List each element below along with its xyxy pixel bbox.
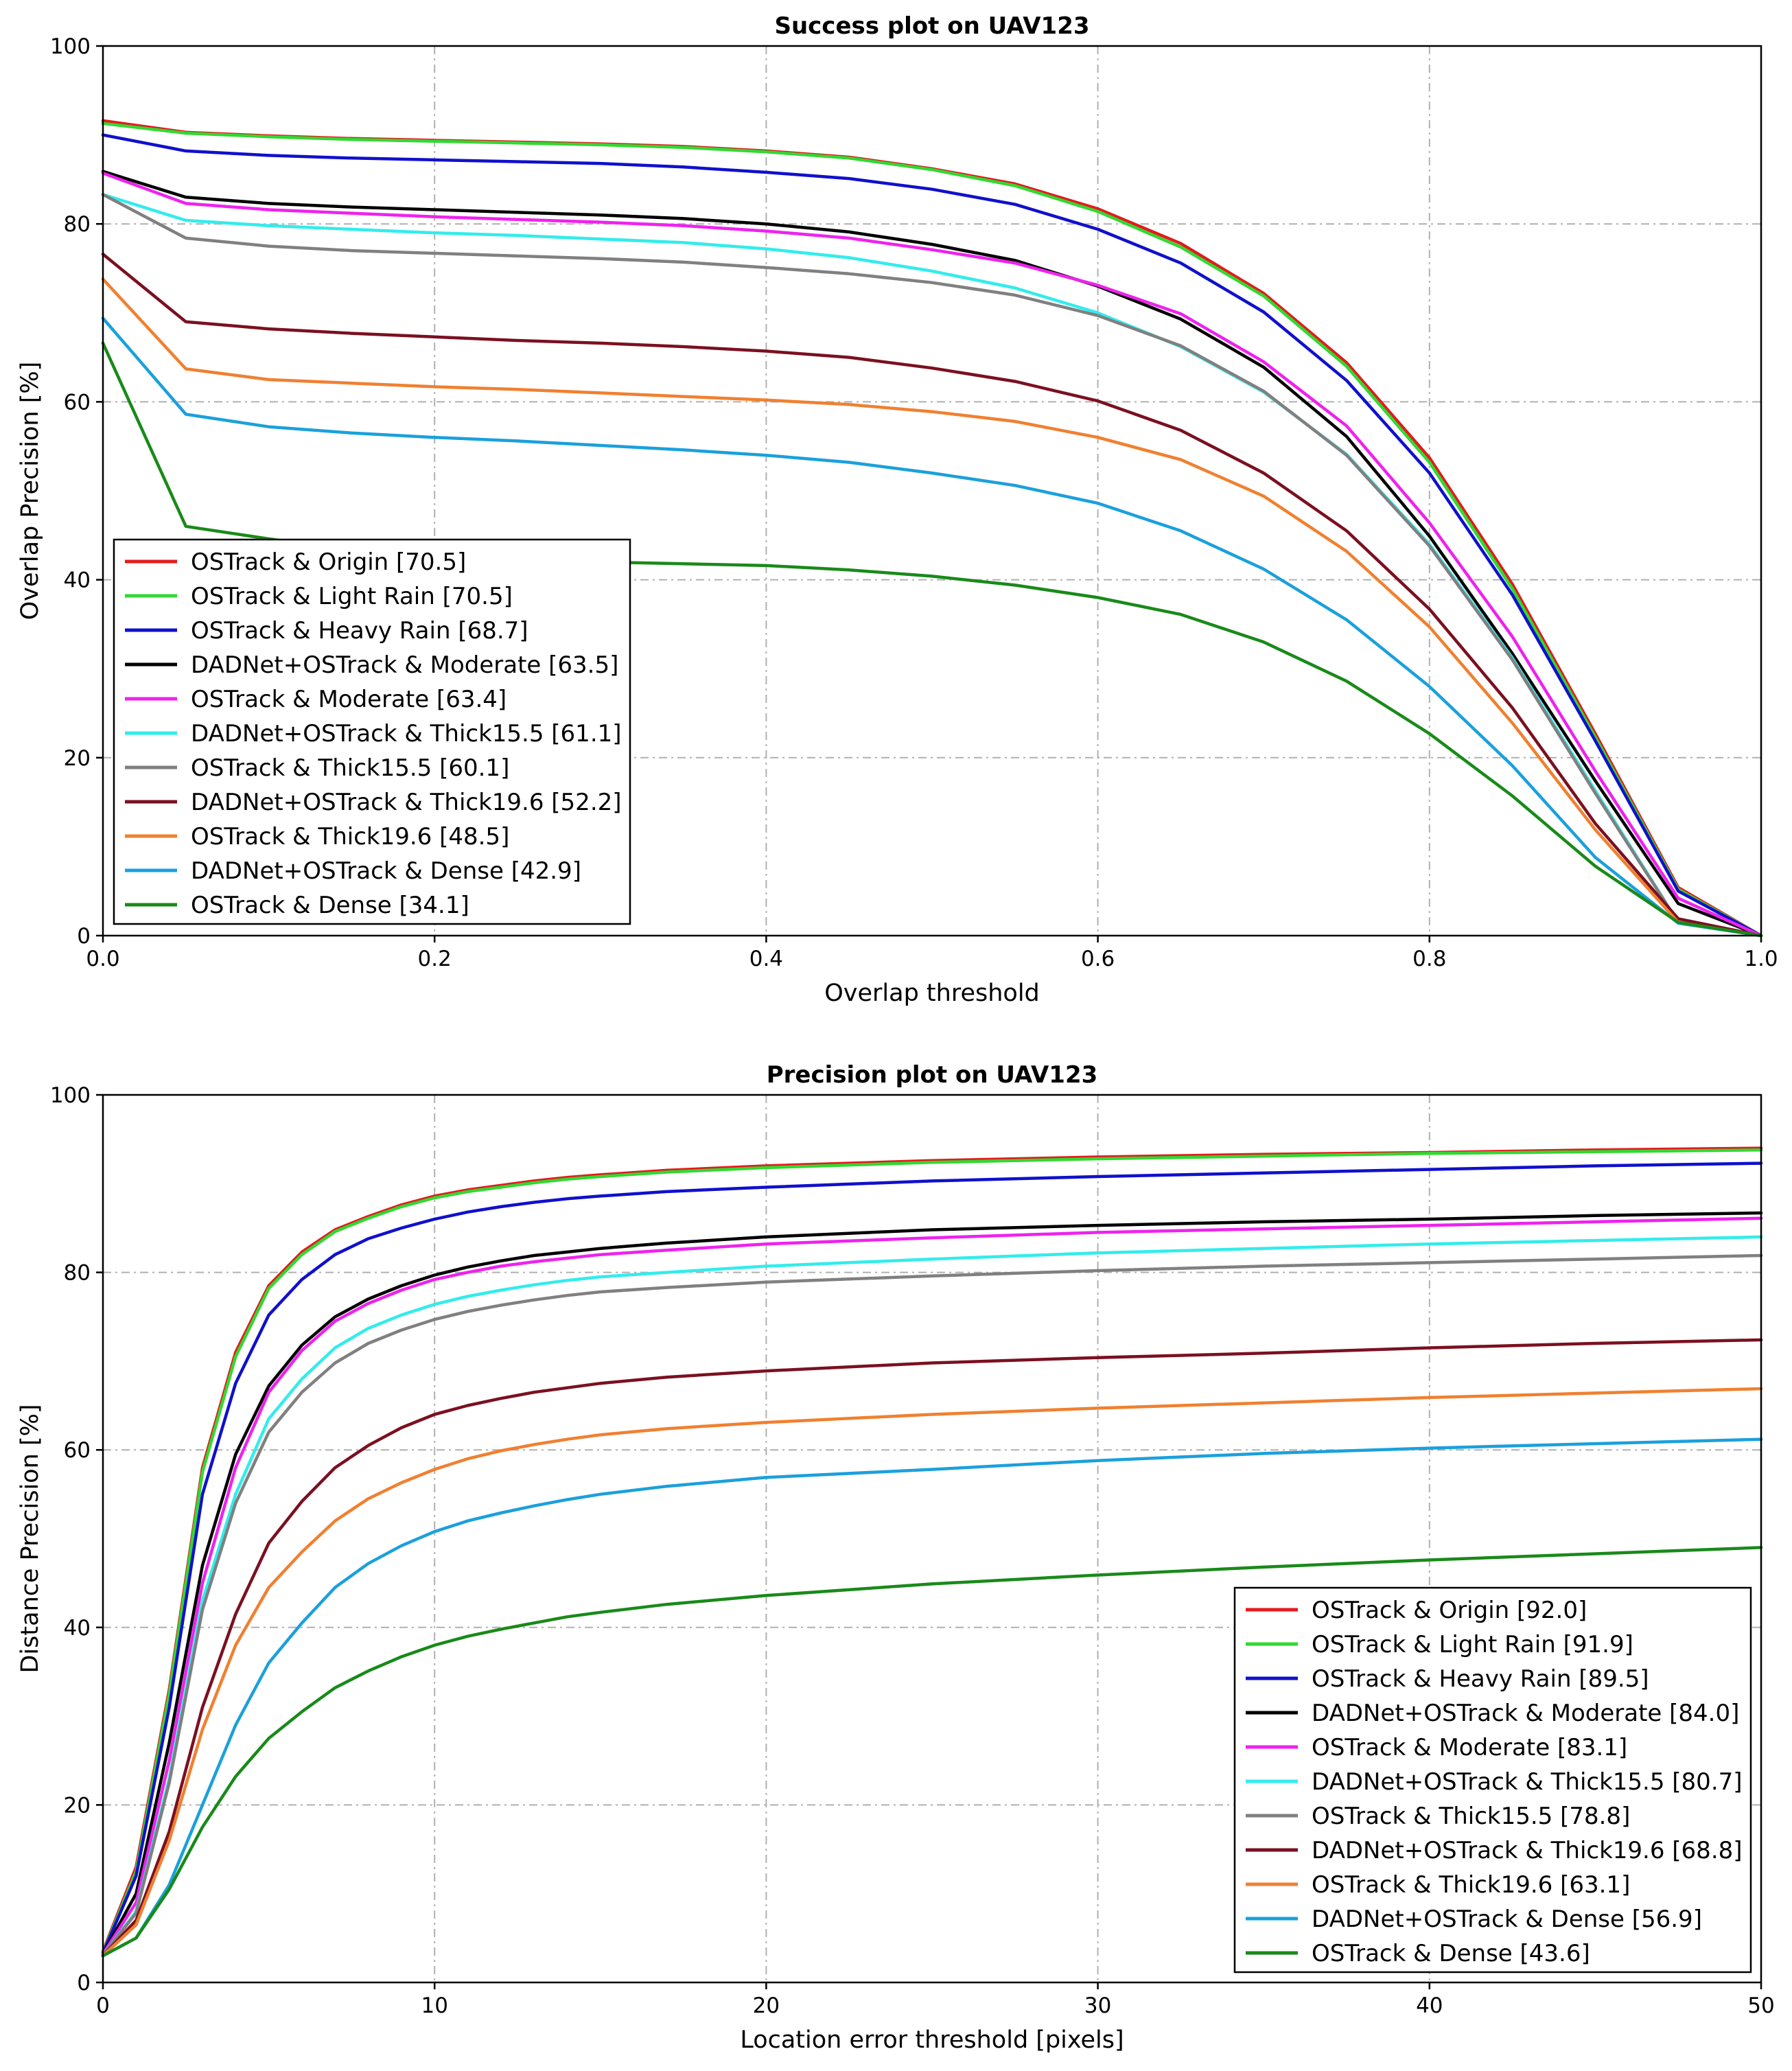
series-line-ostrack-dense-43-6 [101,1546,1763,1958]
legend-label: DADNet+OSTrack & Dense [42.9] [191,857,581,885]
y-tick-label: 40 [64,1616,91,1641]
x-tick-label: 0.2 [418,947,452,971]
legend: OSTrack & Origin [92.0] OSTrack & Light R… [1233,1586,1752,1974]
legend-label: DADNet+OSTrack & Thick19.6 [68.8] [1312,1837,1743,1864]
legend-label: OSTrack & Heavy Rain [68.7] [191,617,528,645]
legend-label: DADNet+OSTrack & Thick19.6 [52.2] [191,789,622,816]
y-tick-label: 100 [50,34,91,59]
series-line-dadnet-ostrack-thick19-6-52-2 [101,253,1763,938]
legend-label: DADNet+OSTrack & Thick15.5 [61.1] [191,720,622,748]
success-plot: 0.0 0.2 0.4 0.6 0.8 1.0 0 20 40 60 80 100 Success pl… [16,12,1778,1007]
x-axis-label: Location error threshold [pixels] [740,2026,1124,2054]
chart-title: Precision plot on UAV123 [767,1061,1098,1089]
x-tick-label: 50 [1747,1993,1774,2018]
x-tick-label: 0.0 [86,947,119,971]
series-line-ostrack-heavy-rain-89-5 [101,1161,1763,1955]
y-tick-label: 80 [64,1261,91,1286]
x-tick-label: 10 [421,1993,447,2018]
y-tick-label: 20 [64,1793,91,1818]
series-line-ostrack-heavy-rain-68-7 [101,133,1763,938]
axes-frame [102,1094,1762,1984]
legend-label: OSTrack & Origin [92.0] [1312,1597,1587,1624]
legend-label: DADNet+OSTrack & Moderate [63.5] [191,651,618,679]
series-line-dadnet-ostrack-thick19-6-68-8 [101,1338,1763,1958]
legend-box [1233,1586,1752,1974]
x-tick-label: 0.6 [1081,947,1115,971]
legend-label: OSTrack & Thick15.5 [78.8] [1312,1803,1630,1830]
legend-label: OSTrack & Thick19.6 [63.1] [1312,1871,1630,1899]
series-line-ostrack-moderate-63-4 [101,172,1763,938]
chart-title: Success plot on UAV123 [774,12,1089,40]
x-tick-label: 0 [96,1993,110,2018]
legend-label: OSTrack & Thick19.6 [48.5] [191,823,509,851]
series-line-ostrack-light-rain-70-5 [101,122,1763,938]
legend-label: DADNet+OSTrack & Dense [56.9] [1312,1906,1702,1933]
y-tick-label: 60 [64,1438,91,1463]
legend-label: DADNet+OSTrack & Thick15.5 [80.7] [1312,1768,1743,1796]
y-axis-label: Overlap Precision [%] [16,362,44,621]
y-tick-label: 80 [64,212,91,237]
series-line-ostrack-thick15-5-78-8 [101,1253,1763,1957]
legend-box [113,538,631,925]
legend-label: OSTrack & Light Rain [70.5] [191,583,513,610]
y-tick-label: 0 [77,924,91,949]
series-line-dadnet-ostrack-dense-56-9 [101,1437,1763,1958]
x-axis-label: Overlap threshold [824,980,1040,1007]
legend-label: OSTrack & Thick15.5 [60.1] [191,754,509,782]
legend-label: OSTrack & Dense [34.1] [191,892,469,919]
series-line-dadnet-ostrack-dense-42-9 [101,316,1763,938]
legend: OSTrack & Origin [70.5] OSTrack & Light R… [113,538,631,925]
y-tick-label: 60 [64,390,91,415]
legend-label: OSTrack & Moderate [63.4] [191,686,507,713]
legend-label: DADNet+OSTrack & Moderate [84.0] [1312,1700,1739,1727]
legend-label: OSTrack & Origin [70.5] [191,548,466,576]
series-line-dadnet-ostrack-moderate-63-5 [101,170,1763,938]
series-line-ostrack-thick19-6-48-5 [101,277,1763,938]
x-tick-label: 20 [753,1993,780,2018]
series-line-ostrack-thick15-5-60-1 [101,193,1763,938]
series-line-ostrack-light-rain-91-9 [101,1148,1763,1954]
x-tick-label: 40 [1416,1993,1443,2018]
legend-label: OSTrack & Light Rain [91.9] [1312,1631,1633,1658]
y-axis-label: Distance Precision [%] [16,1404,44,1673]
legend-label: OSTrack & Moderate [83.1] [1312,1734,1627,1761]
legend-label: OSTrack & Dense [43.6] [1312,1940,1590,1967]
y-tick-label: 40 [64,568,91,593]
series-line-dadnet-ostrack-moderate-84-0 [101,1211,1763,1956]
legend-label: OSTrack & Heavy Rain [89.5] [1312,1665,1649,1693]
y-tick-label: 20 [64,746,91,771]
y-tick-label: 100 [50,1083,91,1108]
series-line-ostrack-thick19-6-63-1 [101,1387,1763,1958]
y-tick-label: 0 [77,1971,91,1995]
series-line-dadnet-ostrack-thick15-5-80-7 [101,1235,1763,1957]
axes-frame [102,45,1762,937]
x-tick-label: 30 [1084,1993,1111,2018]
precision-plot: 0 10 20 30 40 50 0 20 40 60 80 100 Precision plot on… [16,1061,1775,2054]
series-line-ostrack-moderate-83-1 [101,1216,1763,1956]
x-tick-label: 0.4 [749,947,783,971]
x-tick-label: 1.0 [1744,947,1778,971]
x-tick-label: 0.8 [1412,947,1446,971]
